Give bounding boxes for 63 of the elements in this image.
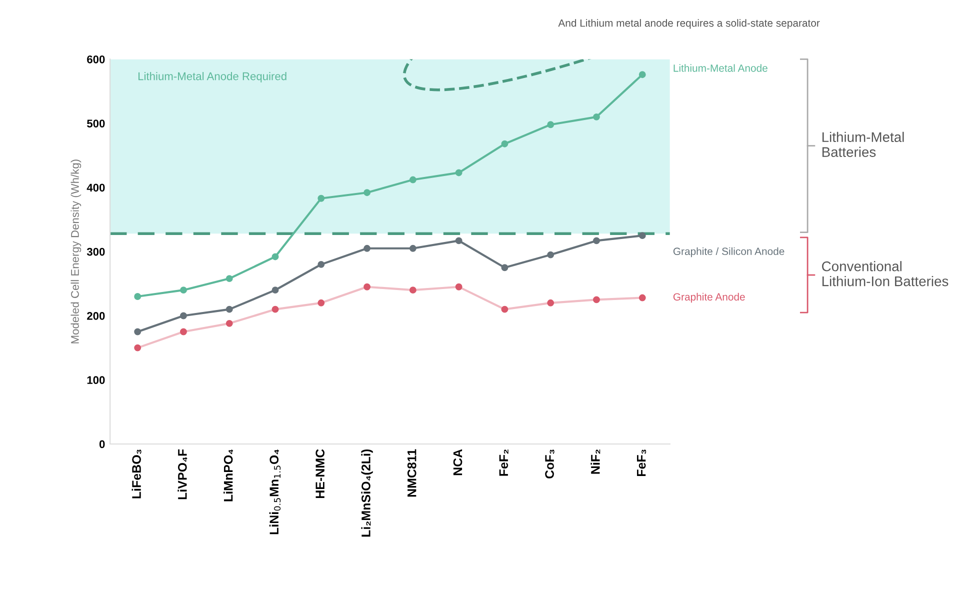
point	[364, 283, 371, 290]
x-tick-label: NMC811	[407, 449, 416, 497]
point	[501, 140, 508, 148]
y-tick-label: 0	[99, 440, 105, 448]
point	[272, 286, 279, 294]
x-tick-label: NCA	[453, 449, 462, 476]
x-tick-label: FeF₂	[499, 450, 508, 476]
text: Graphite Anode	[673, 292, 745, 303]
x-tick-label: LiVPO₄F	[178, 449, 188, 500]
chart-subtitle: And Lithium metal anode requires a solid-state separator	[558, 19, 820, 29]
x-tick-label: LiMnPO₄	[224, 449, 233, 502]
point	[272, 306, 279, 313]
x-tick-label: NiF₂	[590, 450, 600, 474]
y-axis-title: Modeled Cell Energy Density (Wh/kg)	[70, 160, 82, 344]
point	[455, 283, 462, 290]
x-tick-label: FeF₃	[637, 450, 646, 476]
point	[318, 299, 325, 306]
band-label: Lithium-Metal Anode Required	[138, 72, 286, 82]
point	[593, 296, 600, 304]
x-tick-label: LiFeBO₃	[132, 450, 142, 498]
y-tick-label: 400	[86, 184, 105, 192]
text: Graphite / Silicon Anode	[673, 247, 784, 258]
point	[547, 121, 554, 128]
point	[134, 328, 142, 336]
point	[180, 328, 187, 336]
point	[364, 244, 371, 252]
x-tick-label: CoF₃	[545, 450, 554, 478]
point	[226, 306, 233, 313]
text: Lithium-Metal Anode	[674, 64, 768, 72]
y-tick-label: 200	[87, 312, 105, 320]
point	[638, 71, 646, 78]
point	[180, 312, 187, 320]
point	[134, 293, 142, 300]
point	[455, 237, 462, 244]
point	[501, 306, 508, 313]
text: Conventional Lithium-Ion Batteries	[822, 261, 948, 286]
y-tick-label: 300	[86, 248, 105, 256]
point	[593, 113, 600, 120]
y-tick-label: 500	[87, 120, 105, 128]
point	[455, 169, 462, 176]
point	[226, 320, 233, 327]
y-tick-label: 100	[87, 376, 105, 384]
point	[409, 244, 416, 252]
x-tick-label: Li₂MnSiO₄(2Li)	[361, 449, 373, 537]
x-tick-label: HE-NMC	[316, 449, 324, 498]
point	[134, 344, 142, 352]
point	[547, 299, 554, 306]
x-tick-label: LiNi$_{0.5}$Mn$_{1.5}$O₄	[269, 450, 281, 534]
point	[501, 264, 508, 272]
point	[547, 251, 554, 258]
point	[409, 176, 416, 184]
point	[318, 194, 325, 202]
point	[272, 253, 279, 260]
point	[180, 286, 187, 294]
y-tick-label: 600	[87, 55, 105, 64]
point	[318, 260, 325, 268]
point	[409, 286, 416, 294]
point	[226, 275, 233, 282]
point	[638, 294, 646, 302]
point	[638, 232, 646, 240]
point	[593, 237, 600, 244]
point	[364, 189, 371, 196]
text: Lithium-Metal Batteries	[822, 132, 904, 157]
